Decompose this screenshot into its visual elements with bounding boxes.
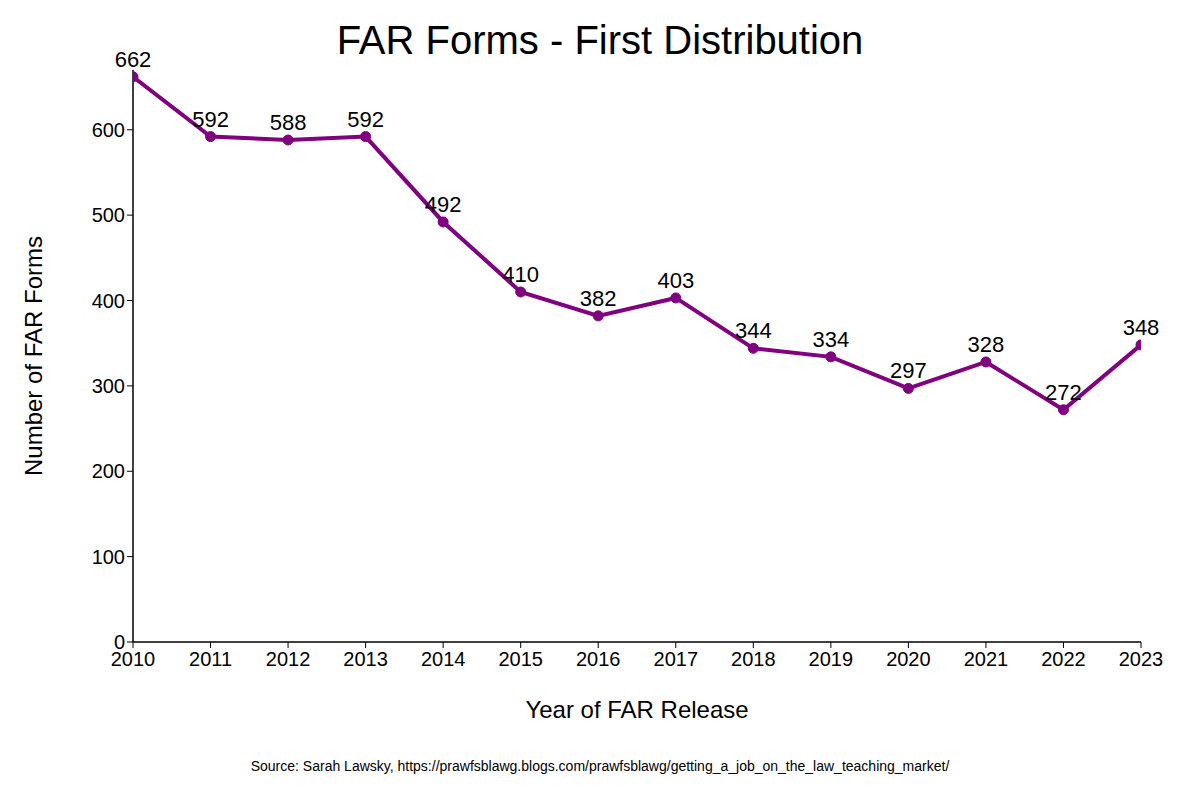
svg-text:600: 600 — [92, 119, 125, 141]
svg-text:2014: 2014 — [421, 648, 466, 670]
svg-text:334: 334 — [812, 327, 849, 352]
svg-text:Number of FAR Forms: Number of FAR Forms — [20, 236, 47, 476]
svg-text:2016: 2016 — [576, 648, 621, 670]
svg-text:344: 344 — [735, 318, 772, 343]
svg-text:592: 592 — [347, 107, 384, 132]
svg-text:272: 272 — [1045, 380, 1082, 405]
svg-text:297: 297 — [890, 358, 927, 383]
svg-text:410: 410 — [502, 262, 539, 287]
html-text:FAR Forms - First Distribution: FAR Forms - First Distribution — [336, 18, 864, 62]
svg-text:Year of FAR Release: Year of FAR Release — [525, 696, 748, 723]
svg-text:400: 400 — [92, 290, 125, 312]
svg-text:2022: 2022 — [1041, 648, 1086, 670]
svg-text:403: 403 — [657, 268, 694, 293]
svg-text:662: 662 — [115, 47, 152, 72]
svg-text:2018: 2018 — [731, 648, 776, 670]
svg-text:300: 300 — [92, 375, 125, 397]
html-text:Source: Sarah Lawsky, https://: Source: Sarah Lawsky, https://prawfsblaw… — [250, 758, 950, 774]
svg-text:2013: 2013 — [343, 648, 388, 670]
svg-text:2017: 2017 — [654, 648, 699, 670]
svg-text:2011: 2011 — [189, 648, 232, 670]
svg-text:2020: 2020 — [886, 648, 931, 670]
svg-text:348: 348 — [1123, 315, 1160, 340]
svg-text:592: 592 — [192, 107, 229, 132]
svg-text:328: 328 — [968, 332, 1005, 357]
svg-text:2021: 2021 — [964, 648, 1009, 670]
svg-text:2015: 2015 — [498, 648, 543, 670]
svg-text:2019: 2019 — [809, 648, 854, 670]
svg-text:2023: 2023 — [1119, 648, 1164, 670]
svg-text:0: 0 — [114, 631, 125, 653]
svg-text:100: 100 — [92, 546, 125, 568]
svg-text:500: 500 — [92, 204, 125, 226]
svg-text:382: 382 — [580, 286, 617, 311]
svg-text:2012: 2012 — [266, 648, 311, 670]
svg-text:200: 200 — [92, 460, 125, 482]
svg-text:588: 588 — [270, 110, 307, 135]
svg-text:492: 492 — [425, 192, 462, 217]
svg-text:2010: 2010 — [110, 648, 156, 671]
